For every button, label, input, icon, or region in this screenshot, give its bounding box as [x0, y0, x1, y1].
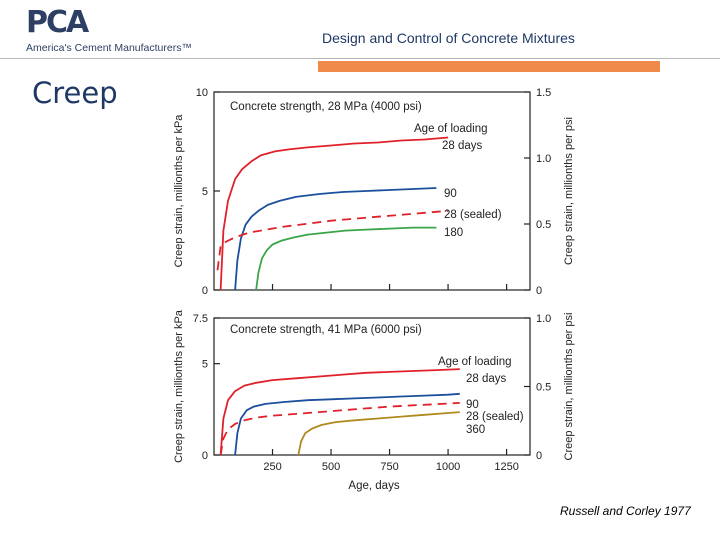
header-divider: [0, 58, 720, 59]
logo-tagline: America's Cement Manufacturers™: [26, 42, 192, 54]
lower-chart-legend-title: Age of loading: [438, 356, 512, 368]
lower-chart-series-line-3: [297, 411, 460, 456]
logo-wordmark: PCA: [26, 5, 89, 40]
upper-chart-right-tick-label: 0: [536, 285, 542, 297]
slide-title: Creep: [32, 76, 118, 110]
lower-chart-series-line-0: [219, 368, 460, 456]
lower-chart-series-line-1: [234, 392, 460, 456]
lower-chart-x-tick-label: 1250: [494, 461, 518, 473]
upper-chart-series-label-0: 28 days: [442, 140, 483, 152]
lower-chart-series-label-2: 28 (sealed): [466, 411, 524, 423]
lower-chart-x-tick-label: 500: [322, 461, 340, 473]
upper-chart-series-label-2: 28 (sealed): [444, 209, 502, 221]
lower-chart-series-label-3: 360: [466, 424, 485, 436]
upper-chart-y-axis-label-right: Creep strain, millionths per psi: [563, 117, 575, 265]
lower-chart-left-tick-label: 5: [202, 359, 208, 371]
upper-chart-series-line-0: [219, 136, 449, 291]
citation: Russell and Corley 1977: [560, 504, 691, 518]
upper-chart-left-tick-label: 10: [196, 87, 208, 99]
lower-chart-x-tick-label: 750: [380, 461, 398, 473]
lower-chart-series-label-1: 90: [466, 399, 479, 411]
upper-chart-series-line-1: [234, 187, 437, 291]
lower-chart-title: Concrete strength, 41 MPa (6000 psi): [230, 324, 422, 336]
upper-chart-left-tick-label: 5: [202, 186, 208, 198]
upper-chart-right-tick-label: 0.5: [536, 219, 551, 231]
lower-chart-left-tick-label: 0: [202, 450, 208, 462]
upper-chart-series-label-3: 180: [444, 227, 463, 239]
upper-chart-right-tick-label: 1.5: [536, 87, 551, 99]
upper-chart-left-tick-label: 0: [202, 285, 208, 297]
lower-chart-right-tick-label: 0.5: [536, 382, 551, 394]
pca-logo: PCA America's Cement Manufacturers™: [26, 5, 192, 56]
lower-chart-x-tick-label: 250: [263, 461, 281, 473]
upper-chart-series-label-1: 90: [444, 188, 457, 200]
header-title: Design and Control of Concrete Mixtures: [322, 30, 575, 46]
upper-chart-title: Concrete strength, 28 MPa (4000 psi): [230, 101, 422, 113]
lower-chart-y-axis-label-right: Creep strain, millionths per psi: [563, 313, 575, 461]
upper-chart-y-axis-label: Creep strain, millionths per kPa: [173, 114, 185, 268]
lower-chart-right-tick-label: 0: [536, 450, 542, 462]
lower-chart-x-axis-label: Age, days: [348, 480, 399, 492]
lower-chart-right-tick-label: 1.0: [536, 313, 551, 325]
upper-chart-legend-title: Age of loading: [414, 123, 488, 135]
lower-chart-series-line-2: [219, 402, 460, 456]
lower-chart-left-tick-label: 7.5: [193, 313, 208, 325]
lower-chart-x-tick-label: 1000: [436, 461, 460, 473]
lower-chart-series-label-0: 28 days: [466, 373, 507, 385]
upper-chart-series-line-2: [216, 209, 449, 271]
lower-chart-y-axis-label: Creep strain, millionths per kPa: [173, 309, 185, 463]
accent-bar: [318, 61, 660, 72]
upper-chart-series-line-3: [255, 226, 437, 291]
upper-chart-right-tick-label: 1.0: [536, 153, 551, 165]
